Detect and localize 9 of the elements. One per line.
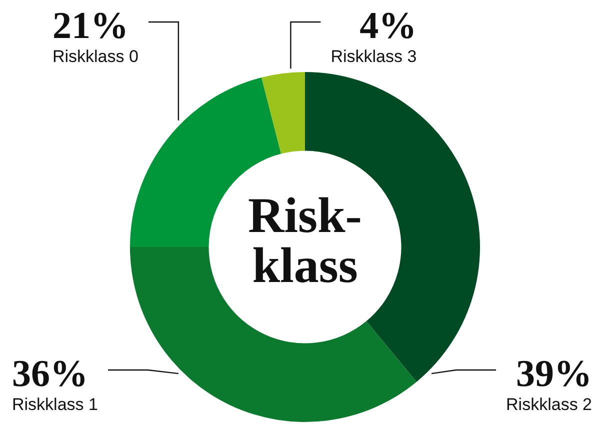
slice-label: Riskklass 3 bbox=[330, 47, 417, 66]
data-label: 36% bbox=[12, 353, 88, 395]
data-label: 39% bbox=[516, 353, 592, 395]
slice-label: Riskklass 0 bbox=[52, 47, 138, 66]
slice-label: Riskklass 2 bbox=[506, 395, 592, 414]
data-label: 4% bbox=[360, 5, 417, 47]
data-label: 21% bbox=[52, 5, 128, 47]
slice-label: Riskklass 1 bbox=[12, 395, 98, 414]
text: Risk- klass bbox=[247, 187, 363, 293]
